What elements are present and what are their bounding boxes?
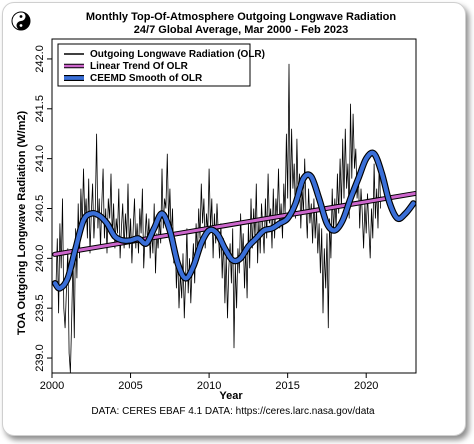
data-source-note: DATA: CERES EBAF 4.1 DATA: https://ceres… [91,406,375,417]
legend-box [57,43,251,87]
x-tick-label: 2005 [118,380,142,392]
x-tick-label: 2020 [354,380,378,392]
legend: Outgoing Longwave Radiation (OLR) Linear… [57,43,265,87]
legend-label-trend: Linear Trend Of OLR [90,61,189,72]
plot-area-border [51,38,417,374]
x-tick-label: 2010 [197,380,221,392]
x-tick-label: 2000 [40,380,64,392]
yin-yang-logo [11,11,31,31]
y-tick-label: 239.0 [34,344,46,372]
chart-frame: Monthly Top-Of-Atmosphere Outgoing Longw… [2,2,466,436]
y-axis: 239.0 239.5 240.0 240.5 241.0 241.5 242.0 [34,45,52,372]
chart-svg: Monthly Top-Of-Atmosphere Outgoing Longw… [11,11,417,417]
legend-label-smooth: CEEMD Smooth of OLR [90,73,203,84]
y-tick-label: 241.5 [34,95,46,123]
legend-label-olr: Outgoing Longwave Radiation (OLR) [90,49,265,60]
series-olr-line [54,63,381,373]
x-axis: 2000 2005 2010 2015 2020 [40,373,378,392]
y-axis-label: TOA Outgoing Longwave Radiation (W/m2) [16,111,28,336]
y-tick-label: 240.5 [34,195,46,223]
x-tick-label: 2015 [275,380,299,392]
series-smooth-line [53,150,416,291]
y-tick-label: 239.5 [34,294,46,322]
x-axis-label: Year [219,390,243,402]
y-tick-label: 240.0 [34,245,46,273]
chart-subtitle: 24/7 Global Average, Mar 2000 - Feb 2023 [134,24,348,36]
chart-title: Monthly Top-Of-Atmosphere Outgoing Longw… [86,11,396,23]
y-tick-label: 242.0 [34,45,46,73]
series-trend-line [53,192,416,256]
y-tick-label: 241.0 [34,145,46,173]
